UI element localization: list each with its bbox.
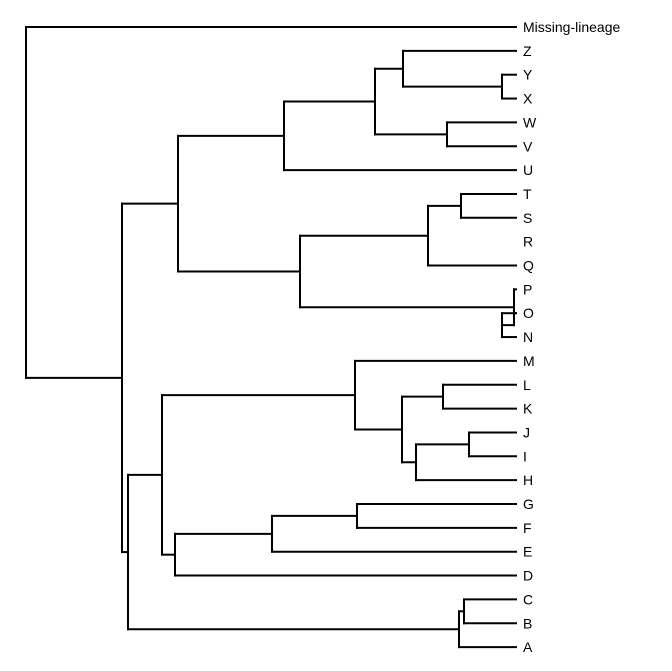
leaf-label-b: B: [523, 615, 532, 631]
leaf-label-q: Q: [523, 258, 534, 274]
leaf-label-m: M: [523, 353, 535, 369]
leaf-label-i: I: [523, 448, 527, 464]
leaf-label-p: P: [523, 281, 532, 297]
leaf-label-d: D: [523, 568, 533, 584]
leaf-label-j: J: [523, 424, 530, 440]
leaf-label-x: X: [523, 91, 533, 107]
leaf-label-z: Z: [523, 43, 532, 59]
leaf-label-t: T: [523, 186, 532, 202]
leaf-label-v: V: [523, 138, 533, 154]
tree-leaf-labels: Missing-lineage ZYXWVUTSRQPONMLKJIHGFEDCB…: [523, 19, 620, 655]
leaf-label-h: H: [523, 472, 533, 488]
leaf-label-c: C: [523, 591, 533, 607]
leaf-label-n: N: [523, 329, 533, 345]
leaf-label-l: L: [523, 377, 531, 393]
leaf-label-r: R: [523, 234, 533, 250]
leaf-label-e: E: [523, 544, 532, 560]
leaf-label-f: F: [523, 520, 532, 536]
tree-branches: [25, 26, 517, 649]
leaf-label-w: W: [523, 114, 537, 130]
leaf-label-o: O: [523, 305, 534, 321]
leaf-label-a: A: [523, 639, 533, 655]
leaf-label-y: Y: [523, 67, 533, 83]
leaf-label-s: S: [523, 210, 532, 226]
leaf-label-u: U: [523, 162, 533, 178]
leaf-label-missing-lineage: Missing-lineage: [523, 19, 620, 35]
leaf-label-k: K: [523, 401, 533, 417]
leaf-label-g: G: [523, 496, 534, 512]
